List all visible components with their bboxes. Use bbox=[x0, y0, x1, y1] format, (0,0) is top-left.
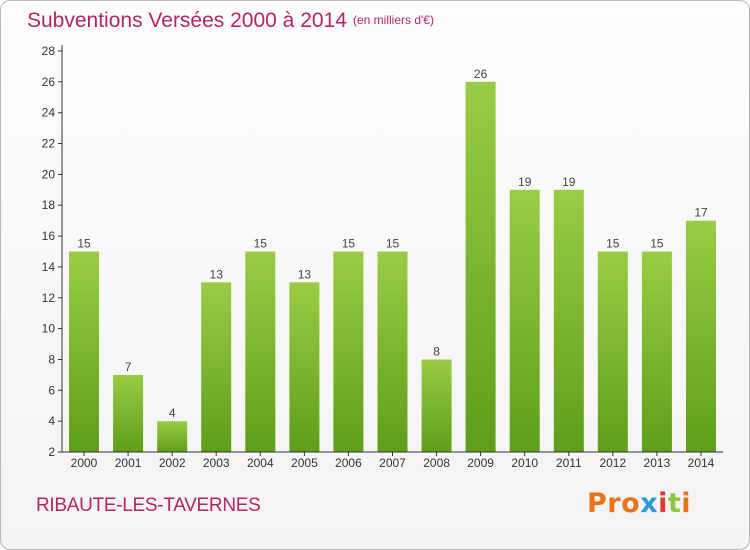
bar bbox=[465, 81, 496, 453]
x-tick-label: 2014 bbox=[688, 456, 715, 470]
y-tick-label: 20 bbox=[42, 167, 56, 181]
y-tick-label: 24 bbox=[42, 106, 56, 120]
y-tick-label: 8 bbox=[48, 353, 55, 367]
bar bbox=[201, 282, 232, 452]
logo-letter: P bbox=[587, 488, 608, 519]
x-tick-label: 2006 bbox=[335, 456, 362, 470]
y-tick-label: 6 bbox=[48, 383, 55, 397]
x-tick-label: 2005 bbox=[291, 456, 318, 470]
x-tick-label: 2002 bbox=[159, 456, 186, 470]
logo-letter: i bbox=[658, 488, 668, 519]
bar bbox=[686, 220, 716, 452]
data-label: 15 bbox=[254, 237, 268, 251]
bar bbox=[289, 282, 320, 452]
proxiti-logo[interactable]: Proxiti bbox=[587, 488, 691, 519]
chart-unit: (en milliers d'€) bbox=[353, 13, 434, 27]
logo-letter: t bbox=[667, 488, 682, 519]
bar bbox=[509, 189, 540, 453]
y-tick-label: 26 bbox=[42, 75, 56, 89]
bar bbox=[421, 359, 452, 452]
bar bbox=[245, 251, 276, 452]
data-label: 19 bbox=[518, 175, 532, 189]
y-tick-label: 28 bbox=[42, 44, 56, 58]
x-tick-label: 2001 bbox=[115, 456, 142, 470]
chart-title: Subventions Versées 2000 à 2014 bbox=[27, 9, 347, 32]
data-label: 15 bbox=[650, 237, 664, 251]
data-label: 15 bbox=[342, 237, 356, 251]
data-label: 8 bbox=[433, 345, 440, 359]
data-label: 15 bbox=[386, 237, 400, 251]
data-label: 13 bbox=[298, 267, 312, 281]
logo-letter: x bbox=[640, 488, 659, 519]
x-tick-label: 2009 bbox=[467, 456, 494, 470]
y-tick-label: 14 bbox=[42, 260, 56, 274]
data-label: 19 bbox=[562, 175, 576, 189]
bar bbox=[157, 421, 188, 452]
bar bbox=[641, 251, 672, 452]
bar bbox=[113, 374, 144, 452]
data-label: 4 bbox=[169, 406, 176, 420]
logo-letter: o bbox=[621, 488, 641, 519]
x-tick-label: 2000 bbox=[71, 456, 98, 470]
data-label: 7 bbox=[125, 360, 132, 374]
y-tick-label: 16 bbox=[42, 229, 56, 243]
data-label: 15 bbox=[77, 237, 91, 251]
x-tick-label: 2004 bbox=[247, 456, 274, 470]
data-label: 13 bbox=[210, 267, 224, 281]
y-tick-label: 18 bbox=[42, 198, 56, 212]
x-tick-label: 2008 bbox=[423, 456, 450, 470]
y-tick-label: 12 bbox=[42, 291, 56, 305]
x-tick-label: 2012 bbox=[599, 456, 626, 470]
logo-letter: i bbox=[681, 488, 692, 519]
x-tick-label: 2011 bbox=[556, 456, 582, 470]
bar bbox=[377, 251, 408, 452]
axes-layer: 2000 2001 2002 2003 2004 2005 2006 2007 2008 2009… bbox=[42, 44, 723, 470]
town-name: RIBAUTE-LES-TAVERNES bbox=[36, 495, 261, 516]
bar bbox=[333, 251, 364, 452]
bar bbox=[597, 251, 628, 452]
x-tick-label: 2013 bbox=[644, 456, 671, 470]
bar bbox=[69, 251, 99, 452]
y-tick-label: 22 bbox=[42, 137, 56, 151]
y-tick-label: 10 bbox=[42, 322, 56, 336]
x-tick-label: 2010 bbox=[511, 456, 538, 470]
y-tick-label: 2 bbox=[48, 445, 55, 459]
x-tick-label: 2003 bbox=[203, 456, 230, 470]
logo-letter: r bbox=[607, 488, 622, 519]
data-label: 17 bbox=[694, 206, 708, 220]
data-label: 26 bbox=[474, 67, 488, 81]
y-tick-label: 4 bbox=[48, 414, 55, 428]
bar bbox=[553, 189, 584, 453]
bars-layer: 15 7 4 13 15 13 15 15 8 26 19 19 15 15 17 bbox=[69, 67, 716, 453]
x-tick-label: 2007 bbox=[379, 456, 406, 470]
data-label: 15 bbox=[606, 237, 620, 251]
